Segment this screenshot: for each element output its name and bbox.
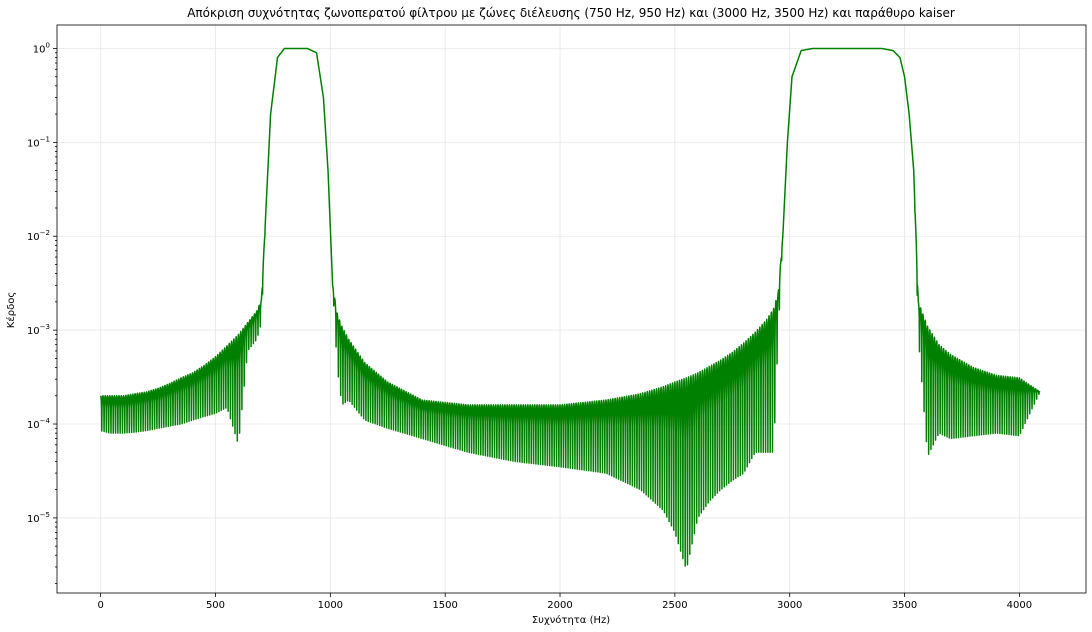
plot-frame xyxy=(56,24,1087,594)
y-axis-ticks: 100 10−1 10−2 10−3 10−4 10−5 xyxy=(27,41,57,584)
chart-title: Απόκριση συχνότητας ζωνοπερατού φίλτρου … xyxy=(187,6,955,20)
y-tick-label: 10−1 xyxy=(27,135,50,149)
x-tick-label: 3000 xyxy=(777,600,802,611)
y-tick-label: 100 xyxy=(33,41,50,55)
y-tick-label: 10−4 xyxy=(27,417,51,431)
x-tick-label: 0 xyxy=(97,600,103,611)
y-tick-label: 10−5 xyxy=(27,511,50,525)
series-line xyxy=(99,47,1041,567)
x-tick-label: 1500 xyxy=(432,600,457,611)
x-tick-label: 2500 xyxy=(662,600,687,611)
x-tick-label: 3500 xyxy=(892,600,917,611)
x-tick-label: 500 xyxy=(206,600,225,611)
x-tick-label: 1000 xyxy=(318,600,343,611)
x-tick-label: 4000 xyxy=(1007,600,1032,611)
x-tick-label: 2000 xyxy=(547,600,572,611)
y-tick-label: 10−2 xyxy=(27,229,50,243)
grid xyxy=(57,25,1086,593)
y-tick-label: 10−3 xyxy=(27,323,50,337)
x-axis-ticks: 0 500 1000 1500 2000 2500 3000 3500 4000 xyxy=(97,593,1032,611)
y-axis-label: Κέρδος xyxy=(5,292,17,328)
x-axis-label: Συχνότητα (Hz) xyxy=(532,614,610,626)
